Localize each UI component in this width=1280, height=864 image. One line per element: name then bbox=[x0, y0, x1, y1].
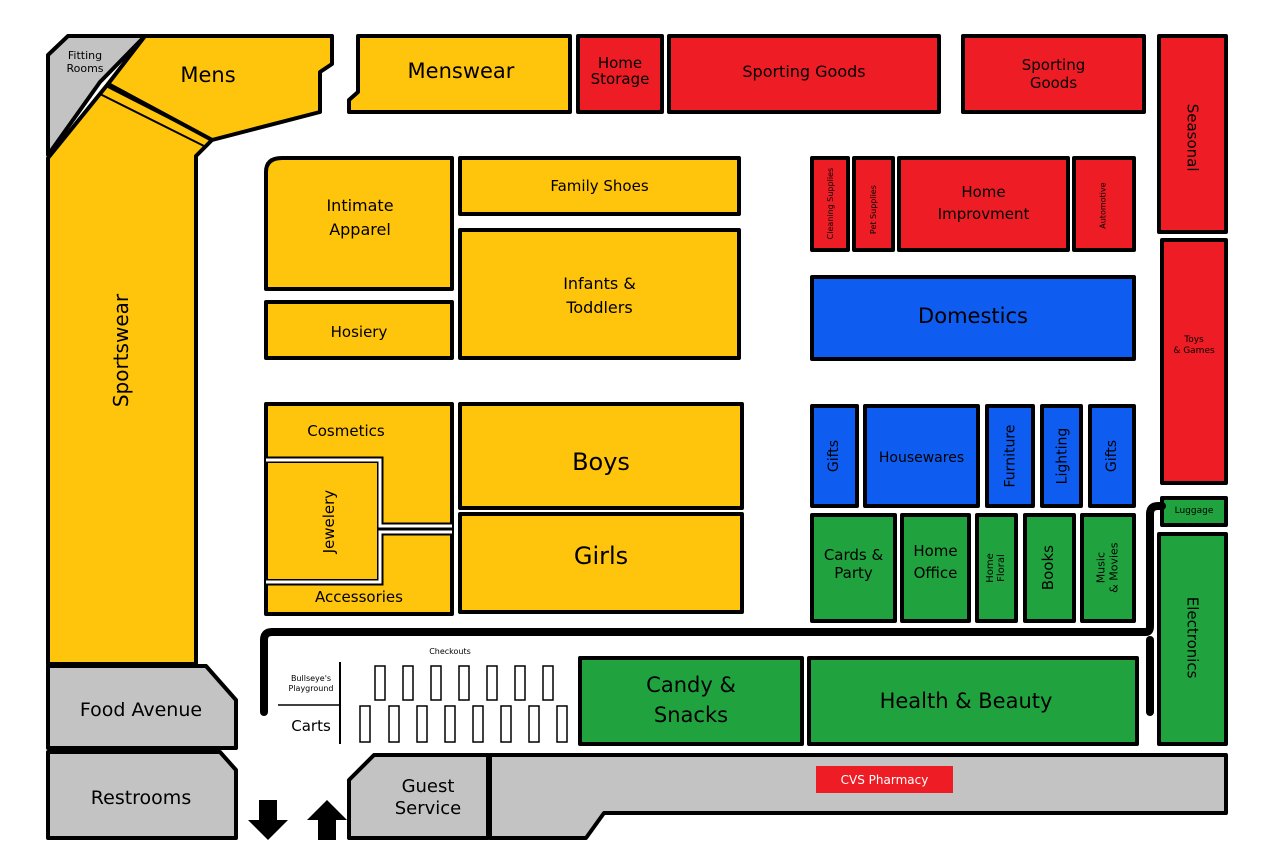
fitting-rooms-label: Fitting Rooms bbox=[66, 48, 104, 75]
candy-snacks[interactable] bbox=[578, 656, 804, 746]
home-storage-label: Home Storage bbox=[590, 54, 650, 88]
menswear[interactable] bbox=[347, 34, 572, 114]
guest-service-label: Guest Service bbox=[394, 776, 462, 819]
cvs-pharmacy-label: CVS Pharmacy bbox=[840, 772, 929, 787]
checkout-lanes bbox=[359, 665, 568, 743]
sportswear-label: Sportswear bbox=[109, 293, 134, 407]
infants-toddlers-label: Infants & Toddlers bbox=[563, 274, 636, 317]
restrooms-label: Restrooms bbox=[90, 786, 192, 809]
seasonal-label: Seasonal bbox=[1183, 104, 1202, 172]
automotive[interactable] bbox=[1072, 156, 1136, 252]
candy-snacks-label: Candy & Snacks bbox=[646, 672, 736, 727]
books-label: Books bbox=[1039, 545, 1058, 591]
home-improvement-label: Home Improvment bbox=[937, 183, 1030, 223]
mens-label: Mens bbox=[180, 63, 236, 88]
books[interactable] bbox=[1023, 513, 1076, 623]
home-improvement[interactable] bbox=[897, 156, 1070, 252]
sporting-goods-2[interactable] bbox=[961, 34, 1146, 114]
menswear-label: Menswear bbox=[407, 59, 515, 84]
furniture-label: Furniture bbox=[1001, 424, 1018, 488]
cards-party-label: Cards & Party bbox=[823, 546, 884, 582]
boys[interactable] bbox=[458, 402, 744, 510]
housewares[interactable] bbox=[863, 404, 980, 508]
cleaning-supplies-label: Cleaning Supplies bbox=[826, 168, 836, 240]
boys-label: Boys bbox=[572, 447, 630, 476]
music-movies[interactable] bbox=[1080, 513, 1136, 623]
infants-toddlers[interactable] bbox=[458, 228, 741, 360]
sporting-goods-1-label: Sporting Goods bbox=[742, 62, 866, 82]
home-floral[interactable] bbox=[975, 513, 1018, 623]
domestics[interactable] bbox=[810, 275, 1136, 361]
housewares-label: Housewares bbox=[878, 449, 965, 466]
arrow-down-icon bbox=[248, 800, 288, 840]
lighting[interactable] bbox=[1040, 404, 1083, 508]
hosiery-label: Hosiery bbox=[330, 323, 388, 341]
automotive-label: Automotive bbox=[1098, 182, 1108, 230]
home-storage[interactable] bbox=[576, 34, 664, 114]
luggage-label: Luggage bbox=[1174, 505, 1214, 516]
pet-supplies[interactable] bbox=[852, 156, 895, 252]
accessories-label: Accessories bbox=[315, 588, 403, 606]
intimate-apparel-label: Intimate Apparel bbox=[326, 196, 394, 239]
main-aisle-line bbox=[260, 502, 1166, 716]
pharmacy-area[interactable] bbox=[488, 753, 1228, 840]
cvs-pharmacy[interactable] bbox=[816, 766, 953, 793]
health-beauty[interactable] bbox=[807, 656, 1139, 746]
family-shoes-label: Family Shoes bbox=[550, 177, 649, 195]
arrow-up-icon bbox=[307, 800, 347, 840]
electronics[interactable] bbox=[1157, 532, 1228, 746]
hosiery[interactable] bbox=[264, 300, 454, 360]
jewelery[interactable] bbox=[268, 463, 377, 579]
sporting-goods-1[interactable] bbox=[667, 34, 941, 114]
home-office-label: Home Office bbox=[913, 542, 958, 582]
gifts-1-label: Gifts bbox=[825, 439, 842, 473]
home-floral-label: Home Floral bbox=[985, 553, 1007, 583]
fitting-rooms[interactable] bbox=[46, 34, 147, 157]
luggage[interactable] bbox=[1160, 496, 1228, 527]
music-movies-label: Music & Movies bbox=[1094, 542, 1121, 594]
restrooms[interactable] bbox=[46, 750, 238, 840]
family-shoes[interactable] bbox=[458, 156, 741, 216]
furniture[interactable] bbox=[985, 404, 1035, 508]
checkouts-label: Checkouts bbox=[429, 647, 471, 657]
cards-party[interactable] bbox=[810, 513, 897, 623]
carts-label: Carts bbox=[291, 717, 331, 735]
food-avenue[interactable] bbox=[46, 664, 238, 750]
toys-games[interactable] bbox=[1160, 238, 1228, 485]
gifts-2-label: Gifts bbox=[1103, 439, 1120, 473]
gifts-2[interactable] bbox=[1088, 404, 1136, 508]
toys-games-label: Toys & Games bbox=[1173, 335, 1215, 356]
cleaning-supplies[interactable] bbox=[810, 156, 850, 252]
girls[interactable] bbox=[458, 512, 744, 614]
sporting-goods-2-label: Sporting Goods bbox=[1021, 56, 1086, 92]
girls-label: Girls bbox=[573, 541, 629, 570]
pet-supplies-label: Pet Supplies bbox=[868, 185, 878, 235]
gifts-1[interactable] bbox=[810, 404, 859, 508]
jewelery-label: Jewelery bbox=[320, 490, 339, 554]
electronics-label: Electronics bbox=[1183, 597, 1202, 679]
home-office[interactable] bbox=[900, 513, 971, 623]
seasonal[interactable] bbox=[1157, 34, 1228, 234]
cosmetics-label: Cosmetics bbox=[307, 422, 385, 440]
guest-service[interactable] bbox=[347, 753, 490, 840]
health-beauty-label: Health & Beauty bbox=[879, 689, 1053, 714]
domestics-label: Domestics bbox=[918, 304, 1028, 329]
food-avenue-label: Food Avenue bbox=[79, 698, 203, 721]
bullseyes-playground-label: Bullseye's Playground bbox=[288, 674, 334, 693]
intimate-apparel[interactable] bbox=[264, 156, 454, 291]
lighting-label: Lighting bbox=[1053, 427, 1070, 485]
